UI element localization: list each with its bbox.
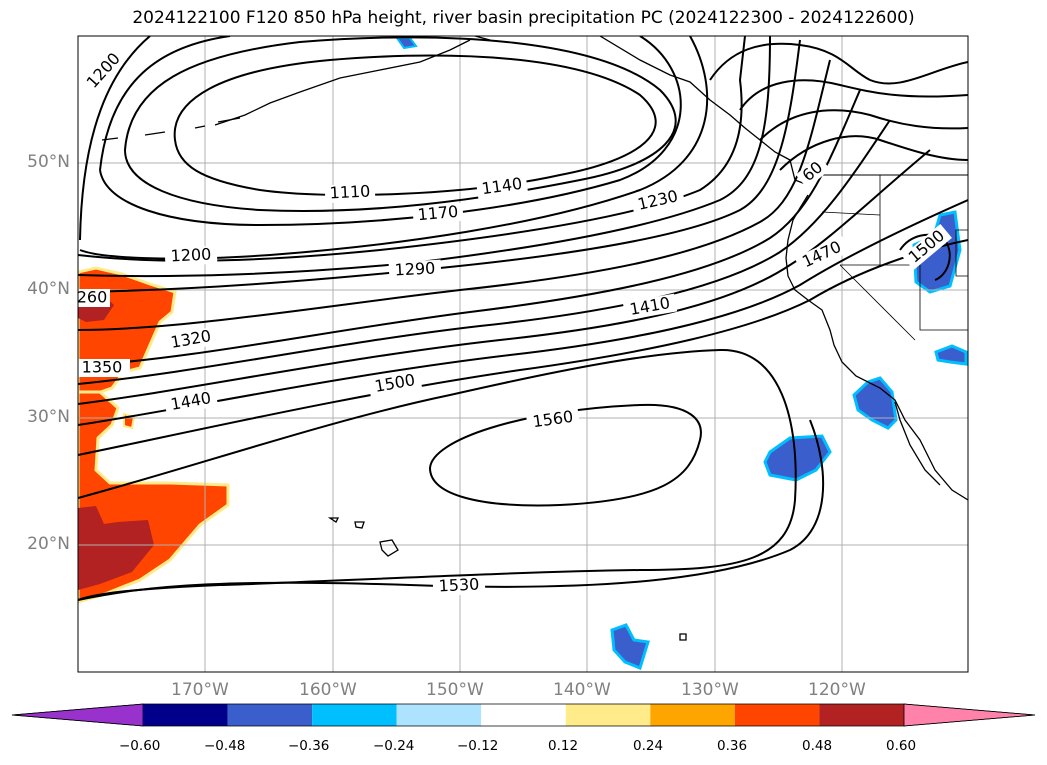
map-frame (77, 35, 969, 673)
contour-label: 1350 (82, 358, 123, 377)
contour-1320 (78, 59, 831, 331)
contour-label: 1140 (480, 174, 523, 198)
contour-1560 (428, 403, 702, 507)
colorbar-tick-label: 0.12 (548, 738, 579, 754)
contour-1410 (78, 149, 931, 405)
contour-ne-3 (759, 109, 968, 141)
lat-label-20n: 20°N (27, 534, 70, 554)
map-title: 2024122100 F120 850 hPa height, river ba… (132, 8, 915, 28)
contour-1290 (78, 39, 801, 293)
colorbar-segment (734, 704, 820, 726)
contour-label: 260 (77, 288, 108, 307)
island-southeast (679, 633, 687, 641)
colorbar-tick-label: 0.48 (802, 738, 833, 754)
coast-north-america (785, 194, 968, 501)
lon-label-120w: 120°W (808, 680, 866, 700)
contour-1470 (78, 239, 968, 456)
lon-label-160w: 160°W (299, 680, 357, 700)
contour-label: 1170 (417, 202, 459, 224)
contour-label: 1290 (394, 258, 436, 279)
contour-1140 (123, 36, 677, 212)
precip-neg-calif (852, 376, 898, 430)
lon-label-170w: 170°W (171, 680, 229, 700)
contour-label-bg (78, 47, 952, 597)
colorbar-segment (227, 704, 313, 726)
colorbar-tick-label: 0.36 (717, 738, 748, 754)
contour-1260 (78, 36, 771, 278)
contour-ne-1 (709, 42, 968, 85)
colorbar-extend-max (903, 703, 1036, 727)
colorbar-tick-label: −0.24 (373, 738, 415, 754)
contour-label: 1560 (531, 407, 574, 431)
contour-label: 1440 (169, 388, 212, 414)
map-plot-area: 1200 1110 1140 1170 1230 1200 1290 1410 … (77, 36, 968, 672)
colorbar-segment (481, 704, 566, 726)
island-hawaii (327, 517, 399, 557)
contour-1110 (173, 54, 657, 196)
colorbar-extend-min (11, 703, 144, 727)
precip-core-south (78, 506, 154, 590)
colorbar-tick-label: −0.60 (119, 738, 161, 754)
colorbar-segment (312, 704, 397, 726)
lon-label-150w: 150°W (426, 680, 484, 700)
coast-baja (894, 401, 941, 486)
colorbar-segment (143, 704, 228, 726)
lon-label-130w: 130°W (681, 680, 739, 700)
contour-ne-4 (779, 135, 968, 171)
lon-label-140w: 140°W (553, 680, 611, 700)
contour-label: 1230 (636, 186, 680, 214)
contour-ne-2 (739, 79, 968, 111)
contour-label: 1200 (170, 244, 212, 265)
lat-label-30n: 30°N (27, 407, 70, 427)
contour-label: 1320 (169, 326, 212, 352)
contour-label: 1410 (628, 293, 671, 319)
lat-label-40n: 40°N (27, 279, 70, 299)
colorbar-tick-label: 0.60 (886, 738, 917, 754)
colorbar-tick-label: −0.12 (457, 738, 499, 754)
coastlines (101, 36, 968, 641)
contour-1380 (78, 119, 891, 385)
colorbar (11, 703, 1036, 727)
contour-label: 1530 (438, 574, 480, 595)
contour-1350 (78, 89, 861, 367)
precip-negative-shading (395, 37, 968, 670)
colorbar-segment (396, 704, 482, 726)
contour-label: 1110 (329, 181, 371, 202)
contour-1200 (79, 36, 709, 260)
contour-1170 (99, 36, 682, 227)
contour-1230 (78, 36, 746, 262)
contour-1440 (78, 199, 968, 426)
colorbar-segment (650, 704, 735, 726)
precip-neg-alaska (395, 37, 418, 50)
precip-neg-central (763, 434, 832, 482)
colorbar-tick-label: 0.24 (633, 738, 664, 754)
colorbar-segment (819, 704, 904, 726)
colorbar-tick-label: −0.36 (288, 738, 330, 754)
precip-neg-utah (934, 344, 968, 366)
colorbar-tick-label: −0.48 (204, 738, 246, 754)
precip-neg-south (610, 623, 650, 670)
contour-1530 (78, 419, 825, 601)
colorbar-segment (565, 704, 651, 726)
lat-label-50n: 50°N (27, 152, 70, 172)
state-borders (821, 175, 968, 341)
height-contours (78, 36, 968, 601)
colorbar-outline (11, 703, 1036, 727)
aleutian-islands (101, 117, 241, 141)
